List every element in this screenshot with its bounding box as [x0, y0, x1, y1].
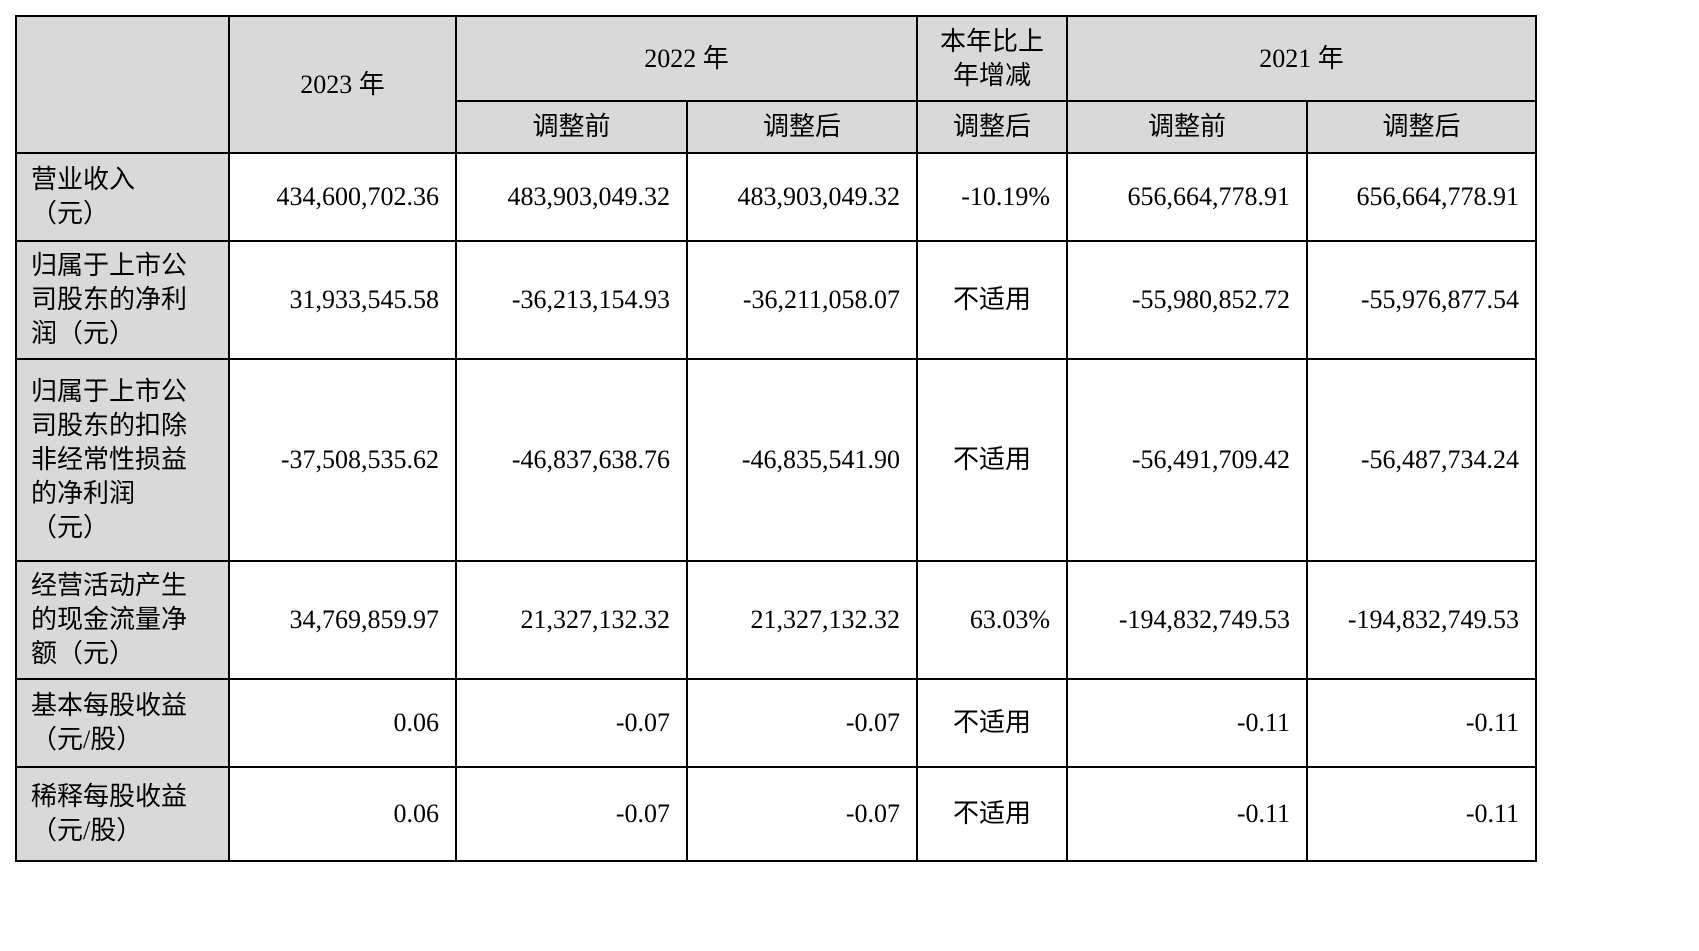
value-cell: 483,903,049.32 [455, 152, 688, 242]
value-cell: -0.07 [685, 678, 919, 768]
value-cell: -0.07 [455, 678, 688, 768]
subheader-change-after: 调整后 [916, 100, 1069, 154]
subheader-2022-before: 调整前 [455, 100, 688, 154]
row-label: 归属于上市公 司股东的扣除 非经常性损益 的净利润 （元） [15, 358, 230, 562]
value-cell: 31,933,545.58 [228, 240, 457, 360]
value-cell: 656,664,778.91 [1066, 152, 1309, 242]
value-cell: -36,213,154.93 [455, 240, 688, 360]
row-label: 基本每股收益 （元/股） [15, 678, 230, 768]
value-cell: -36,211,058.07 [685, 240, 919, 360]
value-cell: -194,832,749.53 [1306, 560, 1538, 680]
row-label: 稀释每股收益 （元/股） [15, 766, 230, 862]
row-label: 经营活动产生 的现金流量净 额（元） [15, 560, 230, 680]
table-row-operating-revenue: 营业收入 （元） 434,600,702.36 483,903,049.32 4… [15, 152, 1538, 242]
header-row-2: 调整前 调整后 调整后 调整前 调整后 [16, 100, 1538, 154]
value-cell: -56,491,709.42 [1066, 358, 1309, 562]
value-cell: -0.11 [1066, 678, 1309, 768]
header-yoy-change: 本年比上 年增减 [916, 15, 1069, 102]
value-cell: 21,327,132.32 [685, 560, 919, 680]
value-cell: 34,769,859.97 [228, 560, 457, 680]
value-cell: -0.11 [1066, 766, 1309, 862]
value-cell: -46,835,541.90 [685, 358, 919, 562]
value-cell: -55,976,877.54 [1306, 240, 1538, 360]
header-empty-cell [15, 15, 230, 154]
table-row-net-profit: 归属于上市公 司股东的净利 润（元） 31,933,545.58 -36,213… [15, 240, 1538, 360]
value-cell: -37,508,535.62 [228, 358, 457, 562]
value-cell: -0.07 [455, 766, 688, 862]
value-cell: 21,327,132.32 [455, 560, 688, 680]
value-cell: -55,980,852.72 [1066, 240, 1309, 360]
value-cell: 483,903,049.32 [685, 152, 919, 242]
table-row-net-profit-excl-nonrecurring: 归属于上市公 司股东的扣除 非经常性损益 的净利润 （元） -37,508,53… [15, 358, 1538, 562]
value-cell: -0.07 [685, 766, 919, 862]
subheader-2021-after: 调整后 [1306, 100, 1538, 154]
table-row-basic-eps: 基本每股收益 （元/股） 0.06 -0.07 -0.07 不适用 -0.11 … [15, 678, 1538, 768]
subheader-2021-before: 调整前 [1066, 100, 1309, 154]
row-label: 归属于上市公 司股东的净利 润（元） [15, 240, 230, 360]
value-cell: 0.06 [228, 678, 457, 768]
value-cell: -46,837,638.76 [455, 358, 688, 562]
table-row-diluted-eps: 稀释每股收益 （元/股） 0.06 -0.07 -0.07 不适用 -0.11 … [15, 766, 1538, 862]
value-cell: -56,487,734.24 [1306, 358, 1538, 562]
value-cell: -0.11 [1306, 766, 1538, 862]
value-cell: 不适用 [916, 678, 1069, 768]
header-row-1: 2023 年 2022 年 本年比上 年增减 2021 年 [15, 15, 1538, 154]
value-cell: 不适用 [916, 766, 1069, 862]
value-cell: 0.06 [228, 766, 457, 862]
value-cell: -194,832,749.53 [1066, 560, 1309, 680]
header-year-2021: 2021 年 [1066, 15, 1538, 102]
header-year-2023: 2023 年 [228, 15, 457, 154]
header-year-2022: 2022 年 [454, 15, 919, 102]
value-cell: -10.19% [916, 152, 1069, 242]
row-label: 营业收入 （元） [15, 152, 230, 242]
value-cell: -0.11 [1306, 678, 1538, 768]
table-row-operating-cash-flow: 经营活动产生 的现金流量净 额（元） 34,769,859.97 21,327,… [15, 560, 1538, 680]
value-cell: 434,600,702.36 [228, 152, 457, 242]
value-cell: 63.03% [916, 560, 1069, 680]
value-cell: 不适用 [916, 240, 1069, 360]
value-cell: 656,664,778.91 [1306, 152, 1538, 242]
value-cell: 不适用 [916, 358, 1069, 562]
subheader-2022-after: 调整后 [685, 100, 919, 154]
financial-summary-table: 2023 年 2022 年 本年比上 年增减 2021 年 调整前 调整后 调整… [15, 15, 1538, 862]
